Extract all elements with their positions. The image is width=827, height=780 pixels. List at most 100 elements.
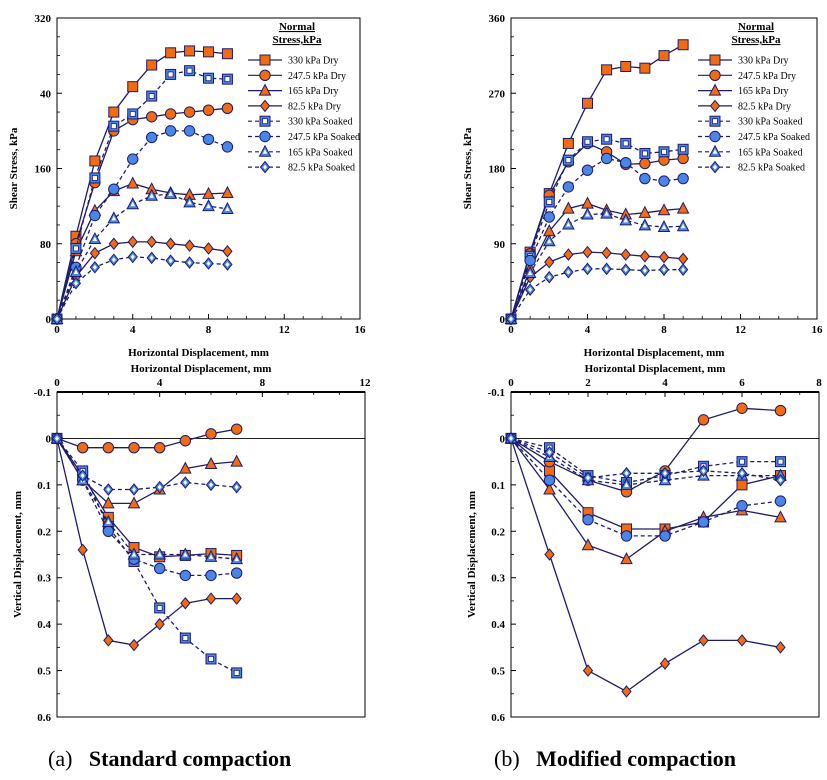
data-point-inner xyxy=(586,475,590,481)
data-point xyxy=(697,516,710,528)
data-point xyxy=(736,500,748,512)
data-point xyxy=(127,81,139,93)
data-point-inner xyxy=(225,206,230,211)
data-point-inner xyxy=(584,138,591,145)
data-point xyxy=(582,664,594,677)
x-tick-label: 8 xyxy=(260,377,266,389)
data-point-inner xyxy=(168,191,173,196)
data-point xyxy=(89,246,101,260)
data-point xyxy=(639,172,651,185)
data-point xyxy=(658,50,670,62)
data-point-inner xyxy=(73,269,79,274)
data-point-inner xyxy=(546,199,553,205)
x-tick-label: 12 xyxy=(279,324,291,336)
data-point xyxy=(677,39,689,51)
data-point xyxy=(543,482,556,495)
data-point xyxy=(774,404,787,417)
data-point-inner xyxy=(149,255,154,261)
data-point xyxy=(601,246,612,260)
data-point xyxy=(620,60,632,72)
data-point xyxy=(221,48,233,60)
data-point xyxy=(153,562,166,575)
data-point-inner xyxy=(224,76,231,83)
data-point-inner xyxy=(148,93,155,99)
data-point xyxy=(600,152,613,165)
legend-label: 165 kPa Dry xyxy=(288,86,339,97)
data-point-inner xyxy=(182,635,189,641)
data-point xyxy=(108,183,120,195)
data-point-inner xyxy=(225,261,230,267)
data-point-inner xyxy=(509,435,513,441)
data-point-inner xyxy=(663,470,667,476)
data-point-inner xyxy=(130,254,135,260)
data-point-inner xyxy=(73,280,78,286)
legend-entry: 330 kPa Dry xyxy=(698,54,789,67)
x-tick-label: 16 xyxy=(355,324,367,336)
data-point xyxy=(774,495,787,507)
data-point xyxy=(179,461,192,474)
series-247-5-kpa-soaked xyxy=(505,152,689,325)
series-line xyxy=(56,107,228,320)
caption-b: (b) Modified compaction xyxy=(494,746,736,772)
legend-label: 165 kPa Soaked xyxy=(738,147,802,158)
data-point xyxy=(126,176,140,189)
y-tick-label: 0 xyxy=(46,433,52,445)
legend-label: 247.5 kPa Dry xyxy=(288,71,346,82)
data-point xyxy=(639,157,651,170)
legend-marker-inner xyxy=(713,164,717,170)
data-point xyxy=(659,657,671,670)
data-point xyxy=(184,239,195,252)
data-point xyxy=(544,255,555,269)
chart-b-shear: 0 4 8 12 16 Horizontal Displacement, mm 0 90 180… xyxy=(462,13,823,359)
data-point xyxy=(145,131,158,144)
data-point xyxy=(562,137,574,149)
data-point-inner xyxy=(183,480,188,486)
caption-a: (a) Standard compaction xyxy=(48,746,291,772)
data-point xyxy=(102,496,115,509)
series-247-5-kpa-dry xyxy=(51,423,243,454)
data-point xyxy=(638,205,652,218)
data-point xyxy=(736,634,748,647)
series-line xyxy=(510,44,684,320)
data-point xyxy=(102,525,115,537)
y-tick-label: 160 xyxy=(35,164,52,176)
legend-marker xyxy=(259,69,271,82)
data-point-inner xyxy=(129,111,136,117)
series-line xyxy=(56,438,237,491)
series-line xyxy=(56,438,237,558)
data-point xyxy=(205,569,217,582)
series-82-5-kpa-soaked xyxy=(51,250,233,326)
y-tick-label: -0.1 xyxy=(488,387,505,399)
data-point xyxy=(562,201,575,214)
data-point-inner xyxy=(156,604,163,611)
legend-entry: 165 kPa Soaked xyxy=(248,144,352,158)
legend-label: 165 kPa Dry xyxy=(738,86,789,97)
data-point xyxy=(544,465,555,477)
data-point xyxy=(76,442,89,454)
data-point xyxy=(677,172,689,185)
legend-label: 82.5 kPa Dry xyxy=(288,101,341,112)
legend-entry: 82.5 kPa Dry xyxy=(698,99,791,112)
series-line xyxy=(510,437,781,537)
data-point xyxy=(620,552,633,565)
legend-entry: 82.5 kPa Soaked xyxy=(248,160,355,174)
data-point xyxy=(221,141,234,153)
data-point-inner xyxy=(187,199,192,205)
data-point xyxy=(127,153,139,165)
data-point xyxy=(89,209,101,222)
caption-b-prefix: (b) xyxy=(494,746,520,771)
data-point xyxy=(677,152,689,165)
x-tick-label: 2 xyxy=(585,377,591,389)
x-tick-label: 12 xyxy=(735,324,747,336)
x-tick-label: 4 xyxy=(130,324,136,336)
data-point-inner xyxy=(186,67,193,74)
data-point-inner xyxy=(206,261,211,267)
series-line xyxy=(56,50,228,320)
legend-title-line2: Stress,kPa xyxy=(732,34,781,46)
data-point xyxy=(222,244,233,258)
legend-entry: 165 kPa Dry xyxy=(248,83,339,97)
data-point-inner xyxy=(623,267,628,273)
data-point-inner xyxy=(509,316,513,322)
data-point-inner xyxy=(130,201,136,207)
